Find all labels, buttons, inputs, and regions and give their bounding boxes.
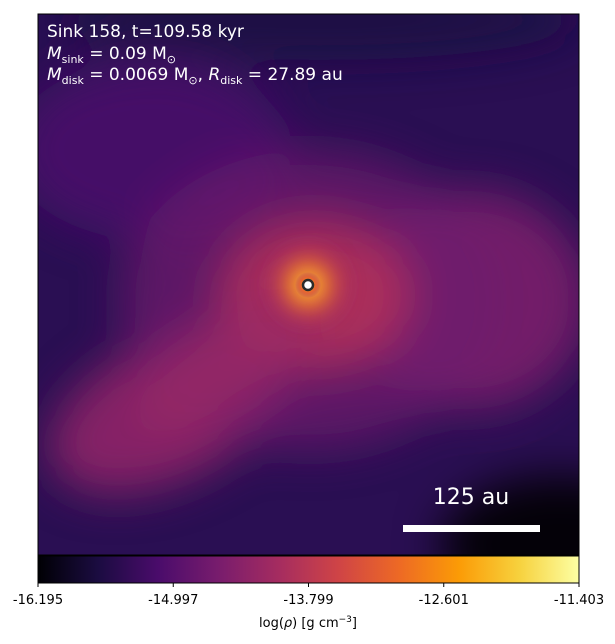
colorbar-tick-label: -12.601 (419, 593, 469, 608)
scale-bar (403, 525, 540, 532)
colorbar-gradient (38, 556, 579, 583)
dark-corner-lower-right (440, 475, 579, 555)
colorbar-tick-label: -11.403 (554, 593, 604, 608)
colorbar-tick-label: -14.997 (148, 593, 198, 608)
disk-annotation: Mdisk = 0.0069 M⊙, Rdisk = 27.89 au (47, 65, 343, 87)
colorbar-tick-label: -13.799 (283, 593, 333, 608)
density-map: Sink 158, t=109.58 kyr Msink = 0.09 M⊙ M… (38, 14, 579, 555)
colorbar-label: log(ρ) [g cm−3] (259, 615, 357, 631)
colorbar-ticks: -16.195 -14.997 -13.799 -12.601 -11.403 (13, 583, 604, 608)
colorbar: -16.195 -14.997 -13.799 -12.601 -11.403 log(… (13, 555, 604, 631)
scale-bar-label: 125 au (433, 485, 509, 510)
envelope-bridge (136, 286, 324, 434)
map-frame (37, 13, 580, 556)
colorbar-tick-label: -16.195 (13, 593, 63, 608)
title-annotation: Sink 158, t=109.58 kyr (47, 22, 244, 42)
sink-mass-annotation: Msink = 0.09 M⊙ (47, 44, 176, 66)
sink-marker (301, 278, 315, 292)
dark-edge-top (60, 14, 579, 60)
